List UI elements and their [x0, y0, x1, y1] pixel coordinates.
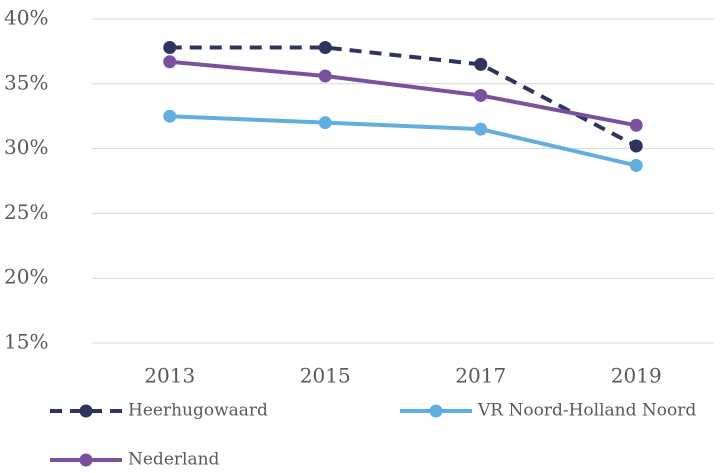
data-point — [474, 88, 488, 102]
series-line — [169, 114, 637, 168]
data-point — [163, 109, 177, 123]
y-tick-label: 35% — [4, 70, 48, 94]
legend-marker — [79, 404, 93, 418]
y-tick-label: 25% — [4, 200, 48, 224]
data-point — [318, 69, 332, 83]
data-point — [629, 139, 643, 153]
y-tick-label: 20% — [4, 265, 48, 289]
data-point — [163, 55, 177, 69]
data-point — [163, 41, 177, 55]
data-point — [629, 158, 643, 172]
legend-label: Nederland — [128, 450, 220, 470]
x-tick-label: 2017 — [455, 364, 506, 388]
data-point — [474, 122, 488, 136]
series-line — [169, 45, 638, 148]
legend-label: Heerhugowaard — [128, 401, 268, 421]
legend-label: VR Noord-Holland Noord — [477, 401, 696, 421]
data-point — [318, 116, 332, 130]
x-tick-label: 2019 — [611, 364, 662, 388]
legend-marker — [79, 453, 93, 467]
data-point — [474, 57, 488, 71]
legend-marker — [429, 404, 443, 418]
x-tick-label: 2015 — [300, 364, 351, 388]
x-tick-label: 2013 — [144, 364, 195, 388]
y-tick-label: 30% — [4, 135, 48, 159]
data-point — [629, 118, 643, 132]
y-tick-label: 15% — [4, 330, 48, 354]
data-point — [318, 41, 332, 55]
series-line — [169, 59, 637, 128]
y-tick-label: 40% — [4, 6, 48, 30]
